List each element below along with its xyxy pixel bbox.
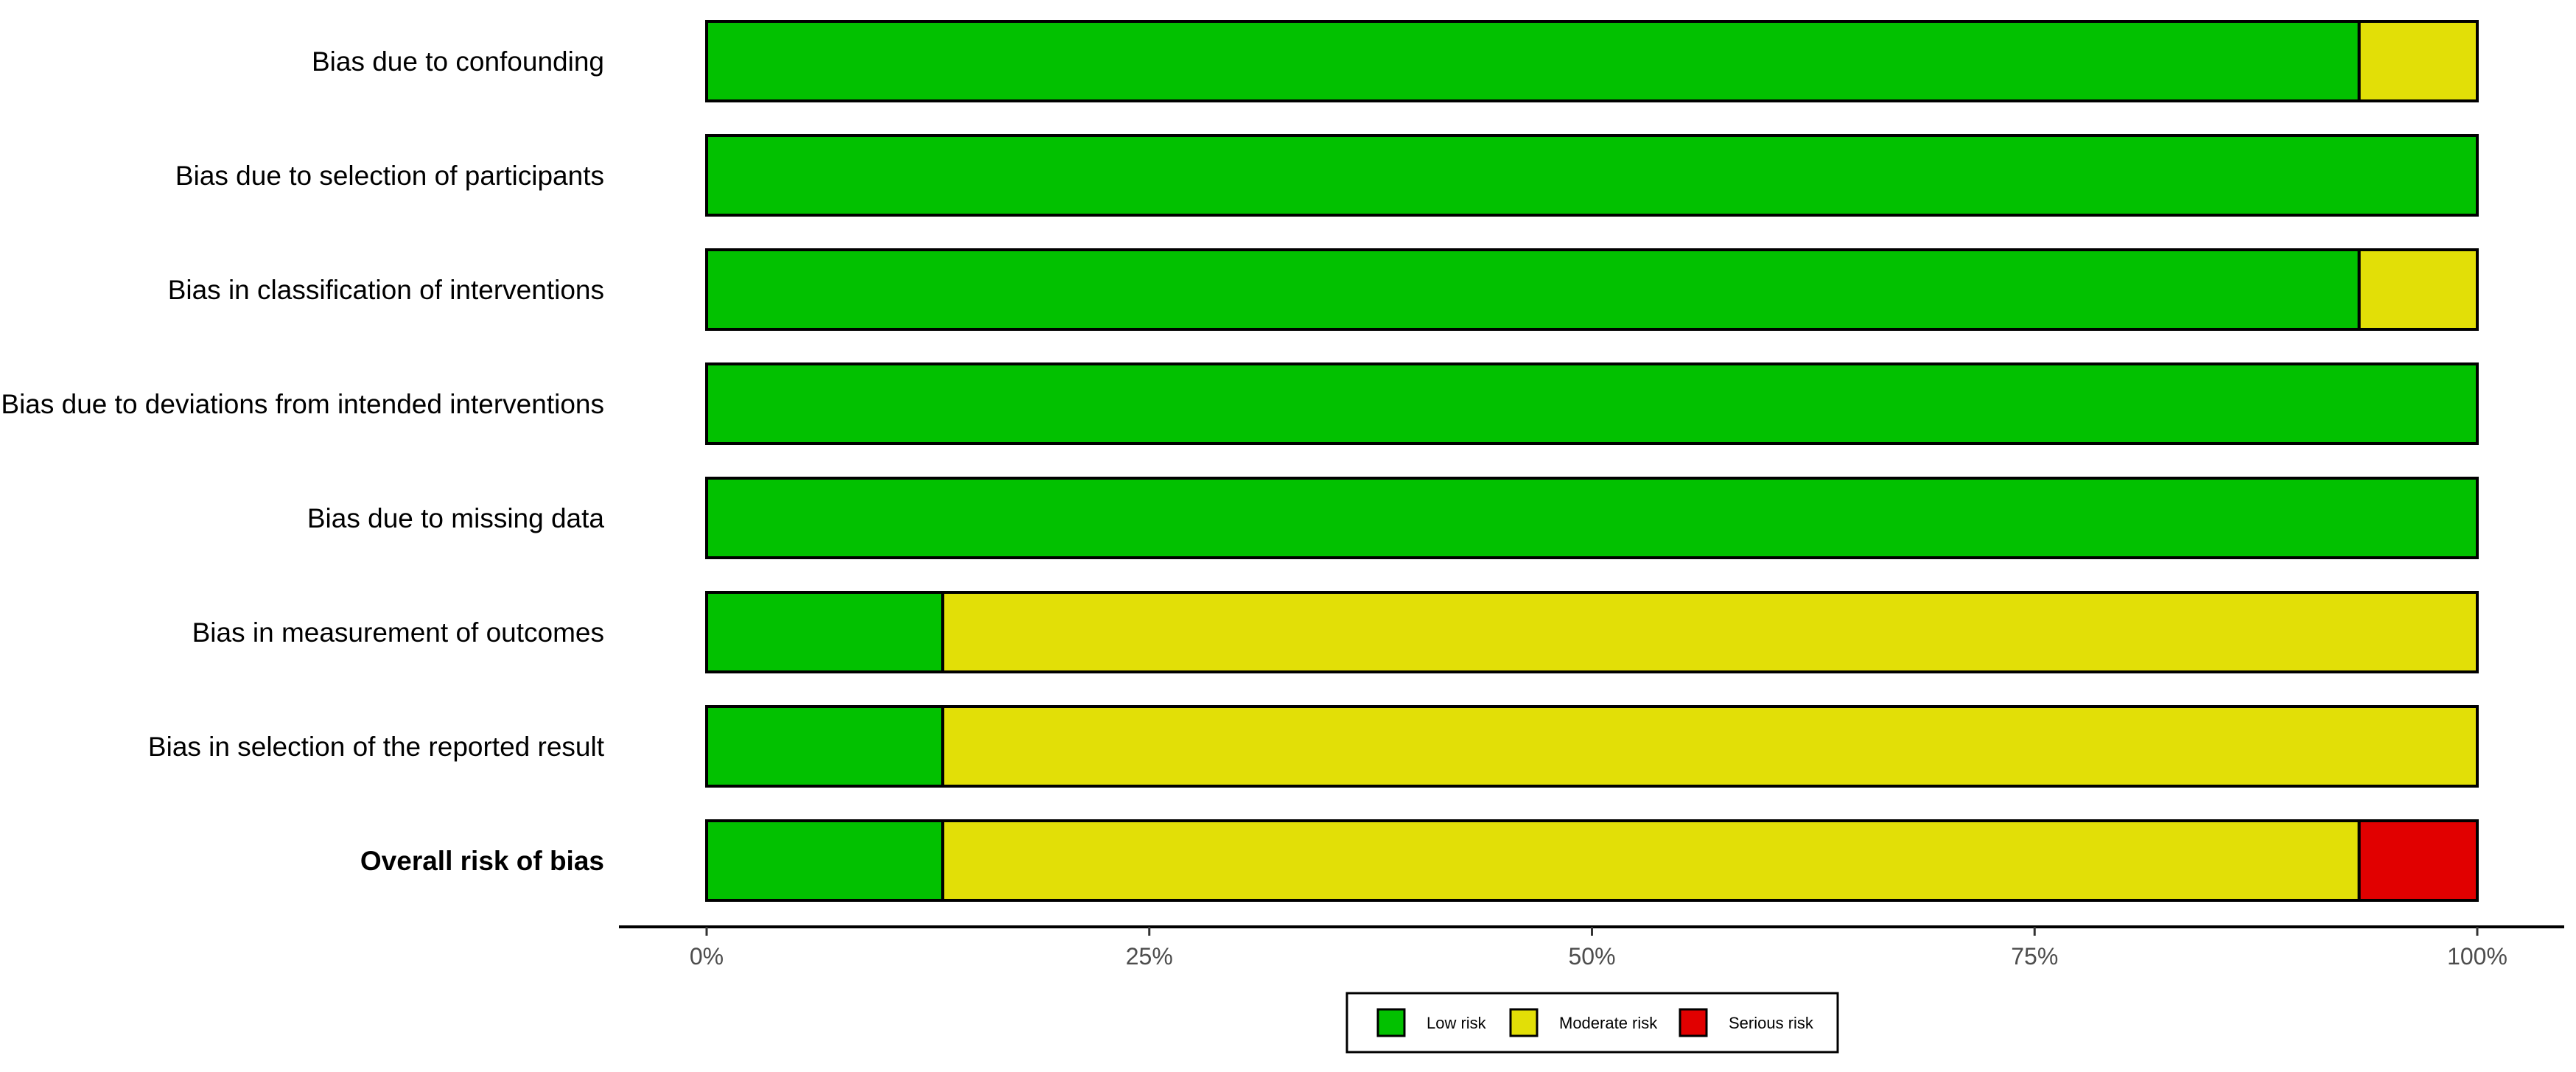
category-label-overall-risk-of-bias: Overall risk of bias	[360, 846, 604, 876]
x-tick-label: 0%	[690, 943, 724, 970]
bar-segment-serious-risk-overall-risk-of-bias	[2357, 819, 2479, 902]
bar-segment-moderate-risk-bias-due-to-confounding	[2357, 20, 2479, 102]
bar-segment-low-risk-bias-due-to-selection-of-participants	[705, 134, 2479, 217]
bar-segment-low-risk-bias-due-to-confounding	[705, 20, 2361, 102]
legend-label-low-risk: Low risk	[1427, 1014, 1487, 1032]
x-tick-label: 75%	[2011, 943, 2058, 970]
x-tick-label: 100%	[2447, 943, 2507, 970]
bar-segment-low-risk-bias-in-selection-of-the-reported-result	[705, 705, 945, 788]
bars	[705, 20, 2479, 902]
x-tick-label: 50%	[1568, 943, 1615, 970]
bar-segment-low-risk-bias-due-to-deviations-from-intended-interventions	[705, 362, 2479, 445]
bar-segment-moderate-risk-bias-in-selection-of-the-reported-result	[941, 705, 2479, 788]
bar-segment-low-risk-bias-in-measurement-of-outcomes	[705, 591, 945, 673]
x-tick-label: 25%	[1126, 943, 1173, 970]
legend-key-moderate-risk	[1509, 1008, 1539, 1037]
category-label-bias-due-to-deviations-from-intended-interventions: Bias due to deviations from intended int…	[1, 389, 604, 419]
category-label-bias-in-selection-of-the-reported-result: Bias in selection of the reported result	[148, 732, 605, 762]
category-label-bias-due-to-selection-of-participants: Bias due to selection of participants	[175, 161, 604, 191]
category-label-bias-due-to-confounding: Bias due to confounding	[312, 46, 604, 77]
category-label-bias-in-classification-of-interventions: Bias in classification of interventions	[168, 275, 604, 305]
category-label-bias-in-measurement-of-outcomes: Bias in measurement of outcomes	[192, 617, 604, 648]
category-label-bias-due-to-missing-data: Bias due to missing data	[307, 503, 605, 533]
legend-box	[1345, 992, 1839, 1054]
bar-segment-moderate-risk-bias-in-measurement-of-outcomes	[941, 591, 2479, 673]
legend-label-serious-risk: Serious risk	[1729, 1014, 1814, 1032]
legend-label-moderate-risk: Moderate risk	[1559, 1014, 1658, 1032]
bar-segment-moderate-risk-bias-in-classification-of-interventions	[2357, 248, 2479, 331]
bar-segment-low-risk-overall-risk-of-bias	[705, 819, 945, 902]
x-axis: 0% 25% 50% 75% 100%	[619, 925, 2564, 970]
legend-key-serious-risk	[1679, 1008, 1708, 1037]
category-labels: Bias due to confounding Bias due to selec…	[1, 46, 604, 876]
bar-segment-low-risk-bias-due-to-missing-data	[705, 477, 2479, 559]
legend-key-low-risk	[1376, 1008, 1406, 1037]
legend: Low risk Moderate risk Serious risk	[1345, 992, 1839, 1054]
bar-segment-moderate-risk-overall-risk-of-bias	[941, 819, 2361, 902]
bar-segment-low-risk-bias-in-classification-of-interventions	[705, 248, 2361, 331]
